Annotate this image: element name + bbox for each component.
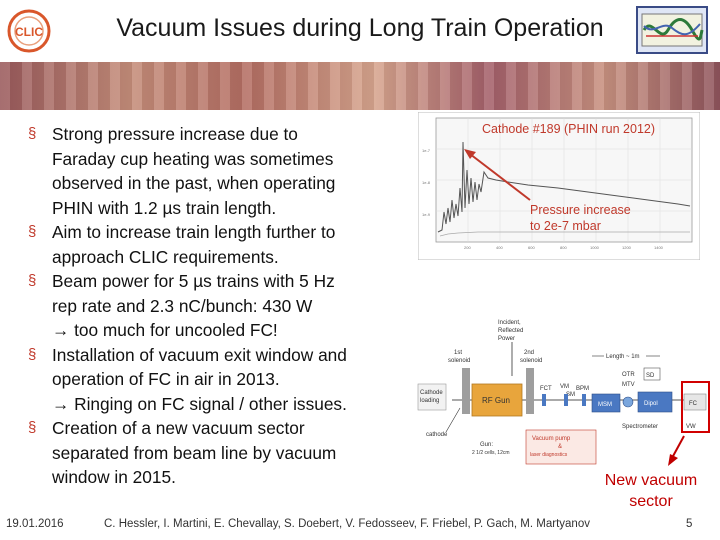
bullet-item: § Strong pressure increase due to Farada… bbox=[28, 122, 400, 220]
slide-header: CLIC Vacuum Issues during Long Train Ope… bbox=[0, 0, 720, 62]
svg-text:1200: 1200 bbox=[622, 245, 632, 250]
svg-text:1e-9: 1e-9 bbox=[422, 212, 431, 217]
bullet-line: operation of FC in air in 2013. bbox=[52, 369, 280, 389]
simulation-thumbnail-icon bbox=[636, 6, 708, 54]
bullet-line: rep rate and 2.3 nC/bunch: 430 W bbox=[52, 295, 313, 316]
cathode-loading-label: Cathode bbox=[420, 390, 443, 396]
rf-gun-label: RF Gun bbox=[482, 396, 510, 405]
pressure-annotation: Pressure increase to 2e-7 mbar bbox=[530, 202, 631, 234]
otr-label: OTR bbox=[622, 372, 635, 378]
rf-power-label: Reflected bbox=[498, 328, 523, 334]
bullet-item: § Beam power for 5 µs trains with 5 Hz r… bbox=[28, 269, 400, 343]
bullet-line: Strong pressure increase due to bbox=[52, 124, 298, 144]
dipol-label: Dipol bbox=[644, 401, 658, 407]
decorative-accelerator-band bbox=[0, 62, 720, 110]
bullet-line: → Ringing on FC signal / other issues. bbox=[52, 393, 347, 414]
cathode-label: cathode bbox=[426, 432, 448, 438]
vacuum-pump-label: laser diagnostics bbox=[530, 452, 568, 458]
page-number: 5 bbox=[686, 518, 693, 530]
logo-text: CLIC bbox=[15, 25, 43, 39]
beamline-diagram: Incident, Reflected Power 1st solenoid 2… bbox=[417, 320, 710, 466]
bullet-line: Beam power for 5 µs trains with 5 Hz bbox=[52, 271, 335, 291]
bullet-line: Creation of a new vacuum sector bbox=[52, 418, 305, 438]
cathode-loading-label: loading bbox=[420, 398, 439, 404]
bullet-line: observed in the past, when operating bbox=[52, 173, 336, 193]
bullet-item: § Creation of a new vacuum sector separa… bbox=[28, 416, 400, 490]
clic-logo: CLIC bbox=[7, 9, 51, 53]
bullet-line: approach CLIC requirements. bbox=[52, 246, 279, 267]
bullet-line: window in 2015. bbox=[52, 467, 176, 487]
rf-power-label: Incident, bbox=[498, 320, 521, 326]
vw-label: VW bbox=[686, 424, 696, 430]
bullet-line: PHIN with 1.2 µs train length. bbox=[52, 197, 277, 218]
mtv-label: MTV bbox=[622, 382, 635, 388]
svg-text:200: 200 bbox=[464, 245, 471, 250]
svg-text:1e-7: 1e-7 bbox=[422, 148, 431, 153]
spectrometer-label: Spectrometer bbox=[622, 424, 658, 430]
sm-label: SM bbox=[566, 392, 575, 398]
rf-power-label: Power bbox=[498, 336, 515, 342]
footer-date: 19.01.2016 bbox=[6, 518, 64, 530]
slide-title: Vacuum Issues during Long Train Operatio… bbox=[116, 14, 604, 42]
length-label: Length ~ 1m bbox=[606, 354, 640, 360]
msm-label: MSM bbox=[598, 402, 612, 408]
svg-text:800: 800 bbox=[560, 245, 567, 250]
gun-description: 2 1/2 cells, 12cm bbox=[472, 450, 510, 456]
solenoid-2-label: solenoid bbox=[520, 358, 542, 364]
new-vacuum-sector-label: New vacuum sector bbox=[598, 470, 704, 512]
svg-text:1000: 1000 bbox=[590, 245, 600, 250]
bullet-item: § Installation of vacuum exit window and… bbox=[28, 343, 400, 417]
pressure-annotation-line: Pressure increase bbox=[530, 203, 631, 217]
bullet-marker-icon: § bbox=[28, 419, 37, 436]
bullet-item: § Aim to increase train length further t… bbox=[28, 220, 400, 269]
svg-text:600: 600 bbox=[528, 245, 535, 250]
bullet-marker-icon: § bbox=[28, 272, 37, 289]
svg-text:1400: 1400 bbox=[654, 245, 664, 250]
bullet-marker-icon: § bbox=[28, 125, 37, 142]
bullet-line: Faraday cup heating was sometimes bbox=[52, 148, 334, 169]
new-vacuum-sector-line: New vacuum bbox=[604, 472, 698, 489]
fc-label: FC bbox=[689, 401, 698, 407]
fct-label: FCT bbox=[540, 386, 552, 392]
solenoid-1-label: solenoid bbox=[448, 358, 470, 364]
bullet-line: Installation of vacuum exit window and bbox=[52, 344, 347, 365]
new-vacuum-sector-line: sector bbox=[629, 493, 673, 510]
sd-label: SD bbox=[646, 373, 655, 379]
vacuum-pump-label: Vacuum pump bbox=[532, 436, 571, 442]
pressure-annotation-line: to 2e-7 mbar bbox=[530, 219, 601, 233]
bullet-line: → too much for uncooled FC! bbox=[52, 320, 278, 340]
bpm-label: BPM bbox=[576, 386, 589, 392]
bullet-marker-icon: § bbox=[28, 345, 37, 363]
plot-title: Cathode #189 (PHIN run 2012) bbox=[482, 122, 656, 136]
bullet-marker-icon: § bbox=[28, 223, 37, 240]
gun-description: Gun: bbox=[480, 442, 493, 448]
bullet-line: Aim to increase train length further to bbox=[52, 222, 336, 242]
solenoid-2-label: 2nd bbox=[524, 350, 534, 356]
bullet-list: § Strong pressure increase due to Farada… bbox=[28, 122, 400, 490]
svg-text:400: 400 bbox=[496, 245, 503, 250]
solenoid-1-label: 1st bbox=[454, 350, 462, 356]
footer-authors: C. Hessler, I. Martini, E. Chevallay, S.… bbox=[104, 518, 590, 530]
pressure-plot-image: 1e-7 1e-8 1e-9 200 400 600 800 1000 1200 1400 bbox=[418, 112, 700, 260]
svg-text:1e-8: 1e-8 bbox=[422, 180, 431, 185]
vacuum-pump-label: & bbox=[558, 444, 562, 450]
bullet-line: separated from beam line by vacuum bbox=[52, 442, 337, 463]
vm-label: VM bbox=[560, 384, 569, 390]
